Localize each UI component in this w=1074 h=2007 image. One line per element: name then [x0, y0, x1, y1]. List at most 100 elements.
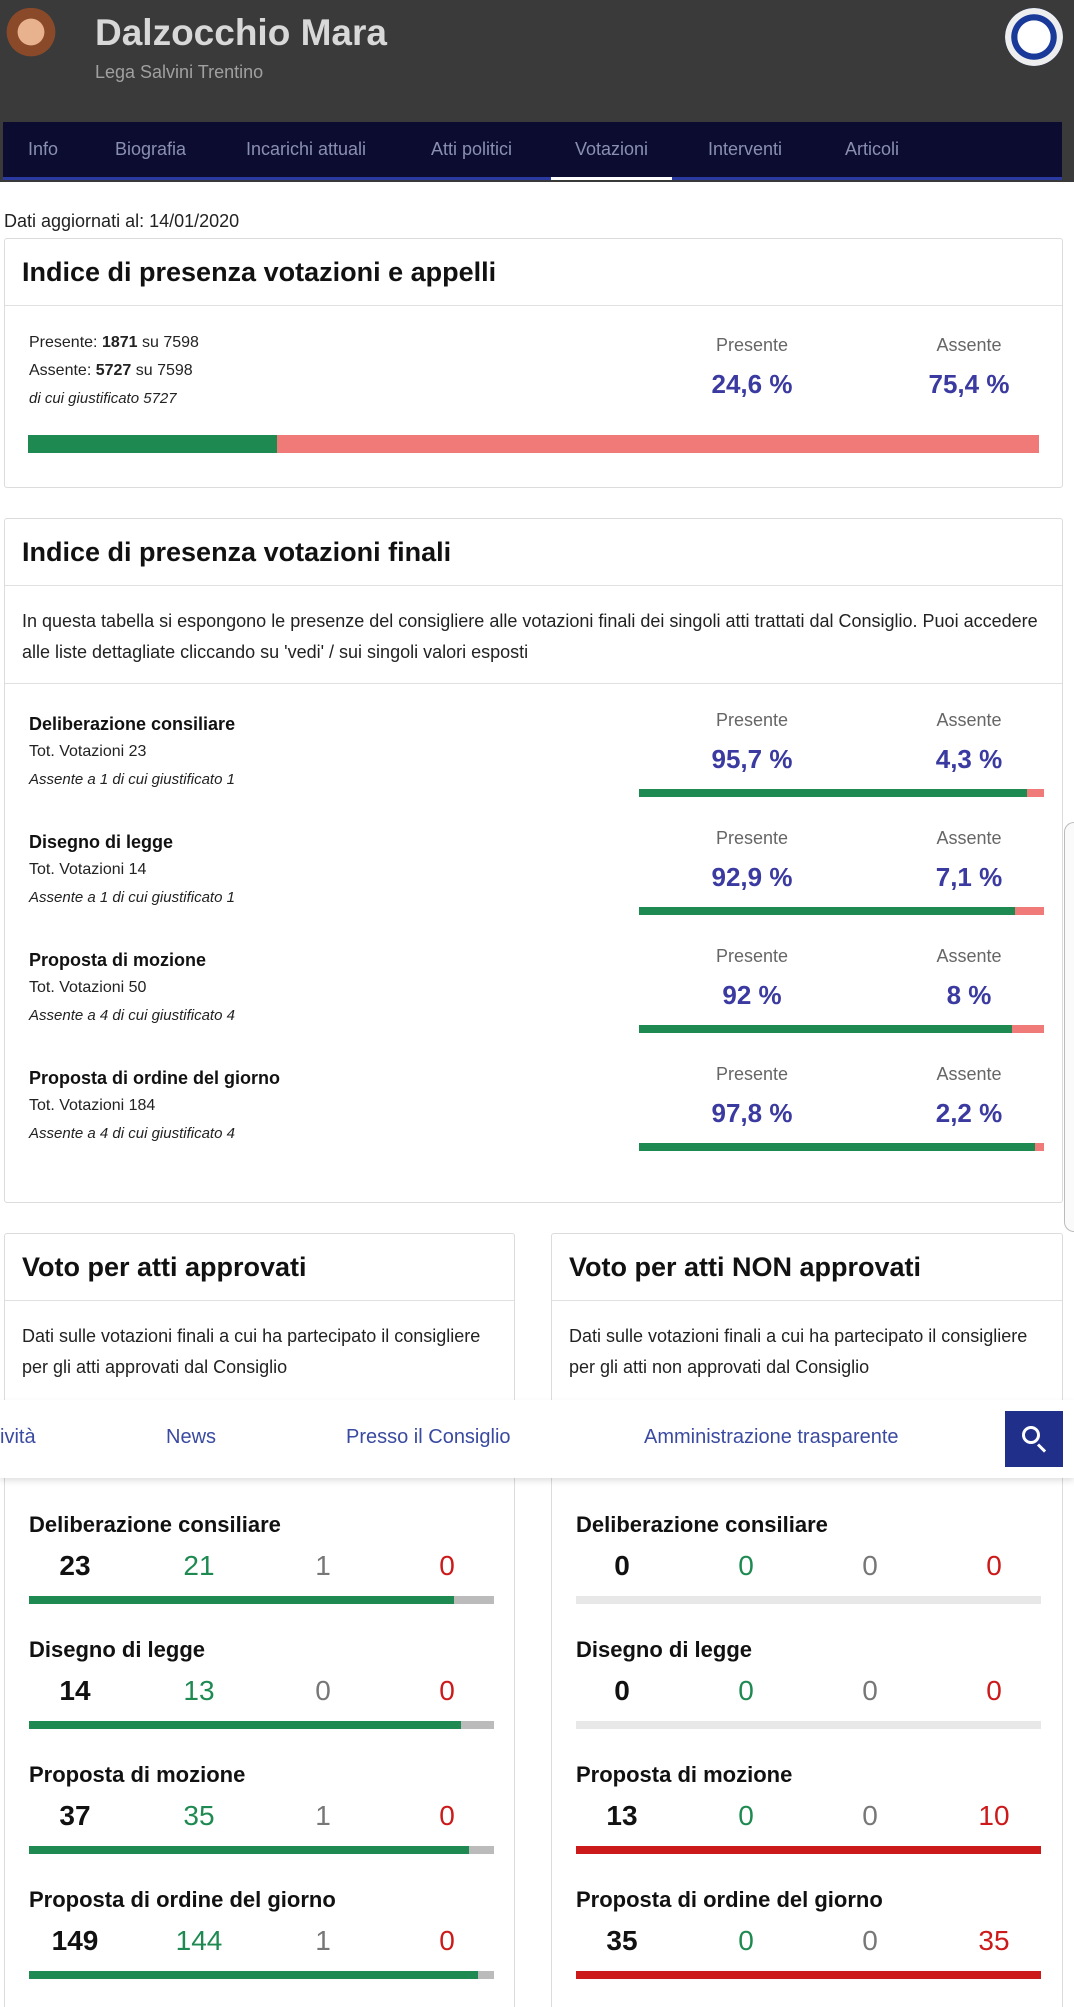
vote-row-title: Deliberazione consiliare — [576, 1512, 828, 1537]
vote-yes[interactable]: 0 — [738, 1550, 754, 1581]
finals-presence-bar — [639, 1025, 1044, 1033]
vote-abstain[interactable]: 0 — [862, 1800, 878, 1831]
vote-abstain[interactable]: 0 — [862, 1675, 878, 1706]
vote-abstain[interactable]: 0 — [862, 1925, 878, 1956]
absent-label: Assente — [936, 946, 1002, 966]
finals-absent-percent[interactable]: 2,2 % — [935, 1098, 1003, 1128]
presence-bar — [28, 435, 1039, 453]
search-icon — [1022, 1426, 1040, 1444]
finals-row-total: Tot. Votazioni 184 — [29, 1097, 156, 1114]
tab-incarichi-attuali[interactable]: Incarichi attuali — [246, 139, 367, 159]
present-count[interactable]: Presente: 1871 su 7598 — [29, 334, 199, 351]
finals-row-total: Tot. Votazioni 14 — [29, 861, 147, 878]
finals-present-percent[interactable]: 92,9 % — [711, 862, 793, 892]
finals-absent-percent[interactable]: 7,1 % — [935, 862, 1003, 892]
finals-presence-bar — [639, 1143, 1044, 1151]
finals-present-percent[interactable]: 97,8 % — [711, 1098, 793, 1128]
absent-label: Assente — [936, 828, 1002, 848]
vote-total[interactable]: 23 — [59, 1550, 91, 1581]
vote-bar — [576, 1596, 1041, 1604]
vote-yes[interactable]: 144 — [175, 1925, 223, 1956]
vote-abstain[interactable]: 0 — [315, 1675, 331, 1706]
profile-party: Lega Salvini Trentino — [95, 62, 264, 82]
vote-total[interactable]: 149 — [51, 1925, 99, 1956]
justified-note: di cui giustificato 5727 — [29, 390, 177, 407]
present-percent[interactable]: 24,6 % — [711, 369, 793, 399]
finals-present-percent[interactable]: 92 % — [722, 980, 782, 1010]
absent-percent[interactable]: 75,4 % — [928, 369, 1010, 399]
vote-bar — [576, 1971, 1041, 1979]
approved-title: Voto per atti approvati — [22, 1252, 307, 1282]
vote-bar-abstain — [453, 1596, 474, 1604]
vote-no[interactable]: 0 — [439, 1550, 455, 1581]
search-button[interactable] — [1005, 1411, 1063, 1467]
vote-no[interactable]: 10 — [978, 1800, 1010, 1831]
vote-yes[interactable]: 13 — [183, 1675, 215, 1706]
vote-row-title: Proposta di ordine del giorno — [29, 1887, 336, 1912]
finals-absent-percent[interactable]: 8 % — [946, 980, 992, 1010]
vote-bar-abstain — [468, 1846, 482, 1854]
subnav-attivita[interactable]: ività — [0, 1426, 36, 1448]
subnav-news[interactable]: News — [166, 1426, 217, 1448]
vote-bar — [576, 1721, 1041, 1729]
vote-total[interactable]: 0 — [614, 1550, 630, 1581]
finals-presence-bar-fill — [639, 789, 1027, 797]
vote-no[interactable]: 0 — [986, 1675, 1002, 1706]
tab-biografia[interactable]: Biografia — [115, 139, 187, 159]
finals-absent-percent[interactable]: 4,3 % — [935, 744, 1003, 774]
finals-presence-bar-fill — [639, 907, 1016, 915]
vote-row-title: Proposta di mozione — [576, 1762, 793, 1787]
divider — [5, 585, 1062, 586]
vote-no[interactable]: 0 — [439, 1675, 455, 1706]
finals-description: In questa tabella si espongono le presen… — [22, 611, 1038, 662]
tab-info[interactable]: Info — [28, 139, 59, 159]
tab-votazioni[interactable]: Votazioni — [550, 122, 673, 180]
tab-interventi[interactable]: Interventi — [708, 139, 783, 159]
vote-yes[interactable]: 0 — [738, 1675, 754, 1706]
finals-row-title: Deliberazione consiliare — [29, 714, 236, 734]
tab-articoli[interactable]: Articoli — [845, 139, 900, 159]
vote-abstain[interactable]: 1 — [315, 1925, 331, 1956]
vote-bar-yes — [29, 1971, 479, 1979]
vote-row-title: Disegno di legge — [29, 1637, 206, 1662]
vote-bar-no — [576, 1846, 934, 1854]
vote-abstain[interactable]: 1 — [315, 1550, 331, 1581]
vote-total[interactable]: 13 — [606, 1800, 638, 1831]
vote-bar — [29, 1971, 494, 1979]
presence-card: Indice di presenza votazioni e appelli P… — [4, 238, 1063, 488]
tab-atti-politici[interactable]: Atti politici — [431, 139, 513, 159]
vote-no[interactable]: 0 — [439, 1800, 455, 1831]
finals-presence-bar-fill — [639, 1025, 1012, 1033]
vote-row-title: Deliberazione consiliare — [29, 1512, 281, 1537]
side-scroll-handle[interactable] — [1064, 822, 1074, 1232]
vote-no[interactable]: 35 — [978, 1925, 1010, 1956]
presence-title: Indice di presenza votazioni e appelli — [22, 257, 497, 287]
vote-yes[interactable]: 0 — [738, 1800, 754, 1831]
finals-row-title: Disegno di legge — [29, 832, 174, 852]
subnav-amministrazione-trasparente[interactable]: Amministrazione trasparente — [644, 1426, 899, 1448]
vote-abstain[interactable]: 0 — [862, 1550, 878, 1581]
vote-total[interactable]: 0 — [614, 1675, 630, 1706]
profile-name: Dalzocchio Mara — [95, 12, 387, 53]
subnav-presso-il-consiglio[interactable]: Presso il Consiglio — [346, 1426, 511, 1448]
finals-present-percent[interactable]: 95,7 % — [711, 744, 793, 774]
not-approved-card: Voto per atti NON approvati Dati sulle v… — [551, 1233, 1063, 2007]
vote-total[interactable]: 37 — [59, 1800, 91, 1831]
present-label: Presente — [715, 946, 789, 966]
vote-total[interactable]: 14 — [59, 1675, 91, 1706]
vote-total[interactable]: 35 — [606, 1925, 638, 1956]
vote-yes[interactable]: 21 — [183, 1550, 215, 1581]
present-label: Presente — [715, 828, 789, 848]
vote-yes[interactable]: 0 — [738, 1925, 754, 1956]
vote-yes[interactable]: 35 — [183, 1800, 215, 1831]
absent-count[interactable]: Assente: 5727 su 7598 — [29, 362, 193, 379]
present-label: Presente — [715, 1064, 789, 1084]
site-subnav: ività News Presso il Consiglio Amministr… — [0, 1400, 1074, 1478]
finals-row-title: Proposta di ordine del giorno — [29, 1068, 281, 1088]
vote-bar-yes — [29, 1596, 454, 1604]
finals-row-note: Assente a 4 di cui giustificato 4 — [29, 1007, 235, 1024]
vote-abstain[interactable]: 1 — [315, 1800, 331, 1831]
vote-no[interactable]: 0 — [439, 1925, 455, 1956]
vote-no[interactable]: 0 — [986, 1550, 1002, 1581]
divider — [5, 1300, 514, 1301]
